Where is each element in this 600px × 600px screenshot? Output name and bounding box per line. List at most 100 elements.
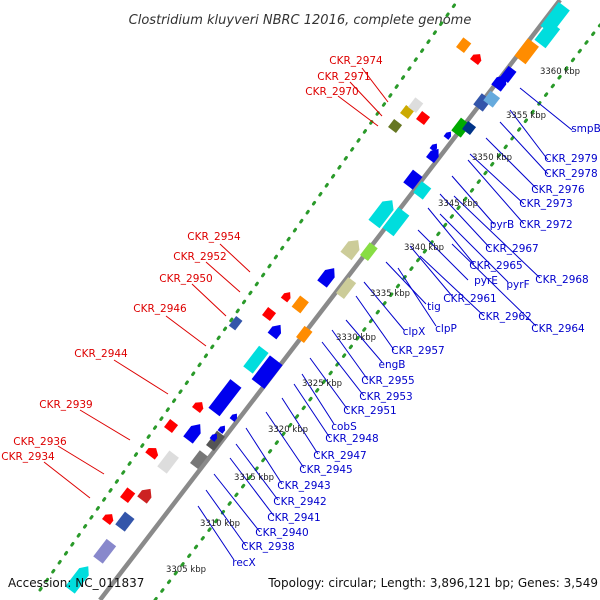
label-lower-10: CKR_2968 (535, 274, 588, 286)
label-upper-9: CKR_2936 (13, 436, 67, 448)
gene-arrow-8 (267, 324, 282, 340)
kbp-label-5: 3330 kbp (336, 333, 376, 343)
leader-upper-9 (57, 445, 105, 475)
leader-lower-19 (345, 319, 383, 363)
gene-feature-33 (120, 487, 136, 504)
gene-arrow-34 (145, 447, 159, 460)
label-lower-15: CKR_2962 (478, 311, 531, 323)
gene-block-13 (403, 169, 423, 190)
gene-feature-35 (164, 419, 179, 434)
gene-arrow-36 (192, 402, 204, 414)
gene-block-44 (456, 37, 472, 54)
gene-feature-10 (317, 268, 335, 288)
label-lower-26: CKR_2945 (299, 464, 352, 476)
label-leader-lines (43, 67, 573, 561)
leader-upper-4 (205, 261, 241, 293)
gene-feature-4 (157, 450, 179, 474)
gene-feature-15 (451, 117, 471, 138)
leader-lower-6 (467, 159, 525, 225)
kbp-scale-labels: 3305 kbp 3310 kbp 3315 kbp 3320 kbp 3325 kbp… (166, 67, 580, 575)
leader-lower-3 (485, 137, 539, 191)
gene-arrow-47 (217, 425, 226, 434)
gene-block-15 (451, 117, 471, 138)
gene-block-27 (483, 90, 501, 108)
label-upper-7: CKR_2944 (74, 348, 128, 360)
gene-feature-0 (65, 566, 89, 594)
label-lower-0: smpB (571, 123, 600, 135)
label-lower-13: tig (427, 301, 441, 313)
label-lower-28: CKR_2942 (273, 496, 326, 508)
leader-lower-1 (509, 109, 549, 161)
gene-arrow-32 (102, 514, 114, 526)
gene-feature-43 (416, 111, 431, 126)
leader-upper-2 (337, 95, 379, 127)
gene-feature-17 (491, 75, 507, 92)
gene-block-43 (416, 111, 431, 126)
gene-feature-32 (102, 514, 114, 526)
label-lower-6: CKR_2972 (519, 219, 572, 231)
gene-feature-50 (443, 131, 452, 140)
gene-feature-3 (137, 488, 152, 504)
gene-arrow-49 (429, 143, 438, 152)
leader-lower-22 (309, 357, 349, 411)
leader-lower-28 (235, 443, 279, 501)
gene-feature-39 (280, 292, 291, 303)
gene-arrow-39 (280, 292, 291, 303)
gene-block-40 (388, 119, 403, 134)
label-lower-16: CKR_2964 (531, 323, 585, 335)
gene-block-21 (296, 325, 313, 344)
label-upper-2: CKR_2970 (305, 86, 358, 98)
gene-feature-14 (426, 148, 439, 164)
gene-feature-24 (382, 207, 410, 237)
leader-lower-13 (385, 261, 427, 305)
leader-lower-10 (453, 195, 541, 279)
leader-upper-8 (79, 409, 131, 441)
label-lower-14: clpP (435, 323, 457, 335)
gene-feature-46 (209, 433, 218, 442)
label-lower-29: CKR_2941 (267, 512, 320, 524)
gene-arrow-50 (443, 131, 452, 140)
gene-arrow-45 (470, 54, 482, 66)
leader-upper-10 (43, 461, 91, 499)
leader-lower-18 (355, 295, 395, 351)
leader-lower-21 (321, 341, 365, 397)
leader-lower-30 (213, 473, 261, 533)
gene-feature-48 (229, 413, 238, 422)
gene-arrow-5 (183, 424, 201, 444)
label-upper-3: CKR_2954 (187, 231, 241, 243)
gene-feature-40 (388, 119, 403, 134)
leader-lower-9 (439, 213, 509, 283)
label-lower-1: CKR_2979 (544, 153, 597, 165)
gene-block-23 (360, 242, 378, 262)
gene-block-38 (262, 307, 277, 322)
leader-lower-23 (301, 373, 335, 425)
leader-lower-25 (281, 397, 319, 455)
kbp-label-4: 3325 kbp (302, 379, 342, 389)
label-lower-9: pyrF (506, 279, 529, 291)
label-lower-18: CKR_2957 (391, 345, 444, 357)
gene-features (65, 1, 570, 594)
gene-feature-27 (483, 90, 501, 108)
label-upper-4: CKR_2952 (173, 251, 226, 263)
label-lower-20: CKR_2955 (361, 375, 414, 387)
gene-feature-37 (228, 316, 243, 331)
label-lower-8: CKR_2965 (469, 260, 522, 272)
label-upper-1: CKR_2971 (317, 71, 370, 83)
leader-lower-27 (245, 427, 283, 485)
gene-arrow-3 (137, 488, 152, 504)
gene-feature-26 (462, 121, 477, 136)
kbp-label-10: 3355 kbp (506, 111, 546, 121)
gene-block-35 (164, 419, 179, 434)
leader-lower-15 (419, 255, 485, 317)
leader-upper-7 (113, 359, 169, 395)
genome-summary-text: Topology: circular; Length: 3,896,121 bp… (267, 576, 598, 590)
gene-labels: CKR_2974 CKR_2971 CKR_2970 CKR_2954 CKR_2952… (1, 55, 600, 569)
leader-upper-1 (349, 81, 383, 117)
gene-feature-25 (413, 181, 432, 200)
kbp-label-1: 3310 kbp (200, 519, 240, 529)
gene-block-33 (120, 487, 136, 504)
gene-block-28 (500, 65, 517, 84)
leader-lower-20 (331, 329, 369, 381)
gene-block-9 (291, 295, 309, 314)
leader-lower-2 (499, 121, 549, 175)
